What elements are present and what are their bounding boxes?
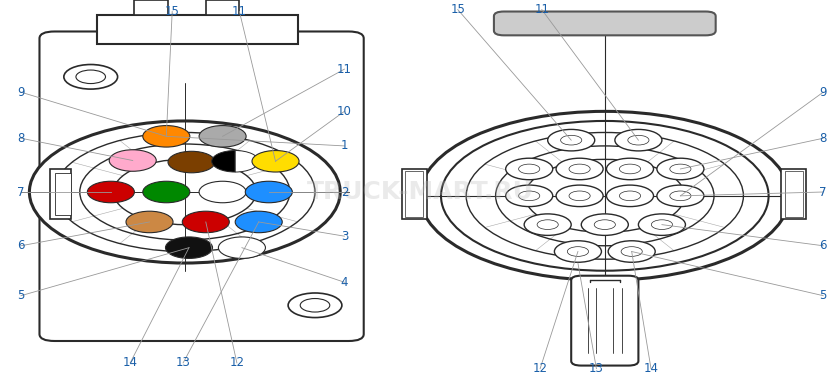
Circle shape bbox=[608, 241, 655, 262]
Circle shape bbox=[619, 164, 641, 174]
Text: 12: 12 bbox=[533, 362, 548, 375]
Circle shape bbox=[556, 185, 603, 207]
Text: 15: 15 bbox=[450, 3, 465, 16]
Text: 6: 6 bbox=[820, 239, 827, 252]
Circle shape bbox=[168, 151, 215, 173]
Circle shape bbox=[621, 247, 643, 257]
Text: 6: 6 bbox=[18, 239, 24, 252]
Circle shape bbox=[569, 191, 591, 201]
Text: 11: 11 bbox=[232, 5, 247, 18]
Circle shape bbox=[113, 159, 256, 225]
Circle shape bbox=[252, 151, 299, 172]
Bar bbox=[50, 169, 71, 219]
Bar bbox=[402, 169, 427, 219]
Circle shape bbox=[506, 185, 553, 207]
Circle shape bbox=[466, 132, 743, 259]
Bar bbox=[55, 173, 71, 215]
Text: 1: 1 bbox=[341, 139, 348, 152]
Text: 11: 11 bbox=[337, 63, 352, 76]
Circle shape bbox=[87, 181, 134, 203]
Circle shape bbox=[619, 191, 641, 201]
Circle shape bbox=[524, 214, 571, 235]
Text: 13: 13 bbox=[176, 356, 191, 369]
Text: 15: 15 bbox=[165, 5, 180, 18]
Text: 7: 7 bbox=[18, 185, 24, 199]
Circle shape bbox=[606, 185, 654, 207]
Circle shape bbox=[199, 181, 246, 203]
Text: 5: 5 bbox=[18, 289, 24, 302]
Circle shape bbox=[548, 129, 595, 151]
Text: 14: 14 bbox=[123, 356, 138, 369]
FancyBboxPatch shape bbox=[39, 31, 364, 341]
Circle shape bbox=[126, 211, 173, 233]
Circle shape bbox=[199, 126, 246, 147]
Text: 12: 12 bbox=[229, 356, 244, 369]
Bar bbox=[97, 15, 298, 44]
FancyBboxPatch shape bbox=[571, 276, 638, 366]
Circle shape bbox=[420, 111, 790, 280]
Circle shape bbox=[651, 220, 673, 230]
Text: 8: 8 bbox=[820, 132, 827, 145]
Bar bbox=[781, 169, 806, 219]
Circle shape bbox=[567, 247, 589, 257]
Circle shape bbox=[657, 185, 704, 207]
Circle shape bbox=[245, 181, 292, 203]
Text: 8: 8 bbox=[18, 132, 24, 145]
Text: 11: 11 bbox=[534, 3, 549, 16]
Circle shape bbox=[581, 214, 628, 235]
Circle shape bbox=[627, 135, 649, 145]
Circle shape bbox=[182, 211, 229, 233]
Circle shape bbox=[300, 298, 330, 312]
Wedge shape bbox=[235, 151, 259, 172]
Text: 14: 14 bbox=[643, 362, 659, 375]
Circle shape bbox=[288, 293, 342, 318]
Circle shape bbox=[109, 150, 156, 171]
Text: 4: 4 bbox=[341, 276, 348, 289]
Circle shape bbox=[143, 126, 190, 147]
Circle shape bbox=[64, 65, 118, 89]
Text: 13: 13 bbox=[589, 362, 604, 375]
Circle shape bbox=[235, 211, 282, 233]
Circle shape bbox=[638, 214, 685, 235]
Circle shape bbox=[560, 135, 582, 145]
Text: 9: 9 bbox=[820, 86, 827, 99]
Text: 7: 7 bbox=[820, 185, 827, 199]
Circle shape bbox=[441, 121, 769, 271]
Circle shape bbox=[657, 158, 704, 180]
Circle shape bbox=[554, 241, 601, 262]
Text: 9: 9 bbox=[18, 86, 24, 99]
Circle shape bbox=[525, 159, 685, 232]
Bar bbox=[134, 0, 168, 15]
Circle shape bbox=[165, 237, 213, 258]
Text: 2: 2 bbox=[341, 185, 348, 199]
Circle shape bbox=[537, 220, 559, 230]
Circle shape bbox=[606, 158, 654, 180]
Circle shape bbox=[80, 144, 290, 240]
Circle shape bbox=[556, 158, 603, 180]
Circle shape bbox=[76, 70, 106, 84]
Circle shape bbox=[594, 220, 616, 230]
Circle shape bbox=[569, 164, 591, 174]
Circle shape bbox=[496, 146, 714, 246]
Circle shape bbox=[669, 191, 691, 201]
Text: 5: 5 bbox=[820, 289, 827, 302]
Circle shape bbox=[29, 121, 340, 263]
Bar bbox=[206, 0, 239, 15]
Circle shape bbox=[55, 132, 315, 252]
Circle shape bbox=[518, 191, 540, 201]
Wedge shape bbox=[212, 151, 235, 172]
Text: 10: 10 bbox=[337, 105, 352, 118]
Text: TRUCK-MART.RU: TRUCK-MART.RU bbox=[307, 180, 533, 204]
Bar bbox=[405, 171, 423, 217]
Circle shape bbox=[506, 158, 553, 180]
Circle shape bbox=[218, 237, 265, 258]
Circle shape bbox=[518, 164, 540, 174]
FancyBboxPatch shape bbox=[494, 12, 716, 35]
Circle shape bbox=[143, 181, 190, 203]
Text: 3: 3 bbox=[341, 230, 348, 243]
Circle shape bbox=[615, 129, 662, 151]
Bar bbox=[785, 171, 803, 217]
Circle shape bbox=[669, 164, 691, 174]
